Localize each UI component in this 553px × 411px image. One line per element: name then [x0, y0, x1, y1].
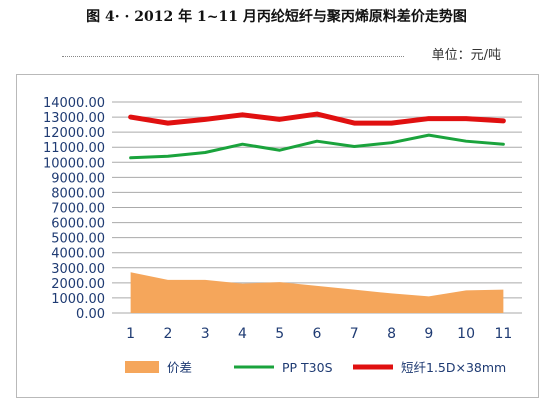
dotted-leader-line	[62, 56, 404, 57]
y-tick-label: 12000.00	[43, 126, 105, 141]
y-tick-label: 6000.00	[51, 217, 105, 232]
y-tick-label: 0.00	[76, 307, 105, 322]
y-tick-label: 11000.00	[43, 141, 105, 156]
x-tick-label: 5	[275, 326, 284, 342]
y-tick-label: 5000.00	[51, 232, 105, 247]
series-line-staple-fiber	[128, 111, 506, 126]
y-tick-label: 4000.00	[51, 247, 105, 262]
series-area-price-diff	[130, 272, 504, 313]
x-tick-label: 8	[387, 326, 396, 342]
x-tick-label: 9	[424, 326, 433, 342]
y-tick-label: 8000.00	[51, 186, 105, 201]
x-tick-label: 11	[494, 326, 512, 342]
y-tick-label: 1000.00	[51, 292, 105, 307]
y-tick-label: 7000.00	[51, 202, 105, 217]
chart-svg: 0.001000.002000.003000.004000.005000.006…	[43, 96, 522, 375]
x-tick-label: 3	[201, 326, 210, 342]
chart-title: 图 4· · 2012 年 1~11 月丙纶短纤与聚丙烯原料差价走势图	[86, 9, 467, 25]
x-tick-label: 4	[238, 326, 247, 342]
series-line-pp-t30s	[129, 133, 505, 160]
legend-label: 价差	[167, 360, 192, 375]
legend: 价差 PP T30S 短纤1.5D×38mm	[125, 360, 506, 375]
x-tick-label: 1	[126, 326, 135, 342]
line-layer	[128, 111, 506, 160]
legend-label: PP T30S	[282, 360, 333, 375]
y-tick-label: 9000.00	[51, 171, 105, 186]
x-tick-label: 2	[163, 326, 172, 342]
x-tick-label: 7	[350, 326, 359, 342]
y-tick-label: 3000.00	[51, 262, 105, 277]
y-tick-label: 2000.00	[51, 277, 105, 292]
y-tick-label: 14000.00	[43, 96, 105, 111]
x-tick-label: 10	[457, 326, 475, 342]
y-tick-label: 13000.00	[43, 111, 105, 126]
chart-frame: 0.00 1000.00 2000.00 3000.00 4000.00 5000.00 6…	[16, 74, 539, 398]
legend-swatch-area	[125, 361, 159, 373]
y-axis-tick-labels: 0.001000.002000.003000.004000.005000.006…	[43, 96, 105, 322]
legend-label: 短纤1.5D×38mm	[401, 360, 506, 375]
area-layer	[130, 272, 504, 313]
unit-note: 单位：元/吨	[431, 48, 501, 63]
x-axis-tick-labels: 1 2 3 4 5 6 7 8 9 10 11	[126, 326, 512, 342]
x-tick-label: 6	[313, 326, 322, 342]
y-tick-label: 10000.00	[43, 156, 105, 171]
